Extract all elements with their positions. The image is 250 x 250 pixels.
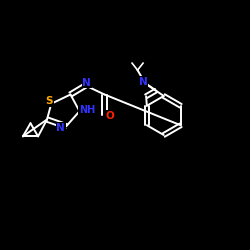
Text: N: N — [56, 123, 65, 133]
Text: O: O — [106, 111, 114, 121]
Text: S: S — [46, 96, 53, 106]
Text: N: N — [82, 78, 91, 88]
Text: N: N — [139, 77, 147, 87]
Text: NH: NH — [79, 105, 95, 115]
